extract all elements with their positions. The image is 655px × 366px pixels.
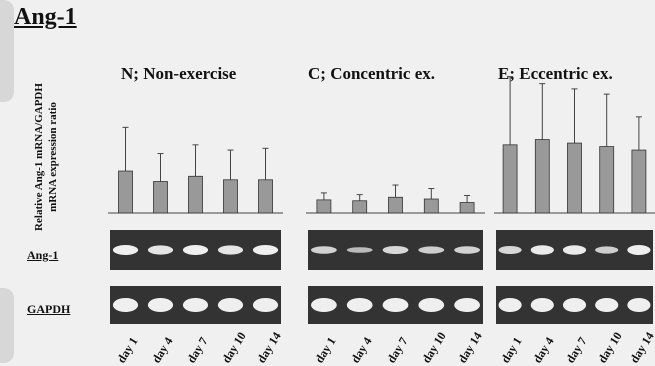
band-ang1-non-exercise-1 <box>112 245 139 255</box>
panel-title-non-exercise: N; Non-exercise <box>121 64 237 83</box>
bar-concentric-5 <box>459 202 475 214</box>
panel-title-concentric: C; Concentric ex. <box>308 64 435 83</box>
band-gapdh-eccentric-1 <box>498 298 522 312</box>
band-gapdh-non-exercise-3 <box>182 298 209 312</box>
band-gapdh-concentric-1 <box>311 298 337 312</box>
bar-eccentric-5 <box>631 149 647 214</box>
band-gapdh-non-exercise-1 <box>112 298 139 312</box>
row-label-gapdh: GAPDH <box>27 302 71 316</box>
row-label-ang1: Ang-1 <box>27 248 59 262</box>
bar-non-exercise-1 <box>118 170 133 214</box>
band-ang1-eccentric-1 <box>498 246 522 254</box>
band-gapdh-concentric-5 <box>454 298 480 312</box>
bar-non-exercise-2 <box>153 181 168 214</box>
bar-eccentric-1 <box>502 144 518 214</box>
bar-concentric-3 <box>388 196 403 214</box>
band-ang1-concentric-3 <box>382 246 409 254</box>
band-ang1-eccentric-5 <box>627 245 651 255</box>
bar-concentric-1 <box>316 199 332 214</box>
band-gapdh-concentric-2 <box>346 298 373 312</box>
band-ang1-non-exercise-3 <box>182 245 209 255</box>
bar-eccentric-2 <box>534 139 550 214</box>
band-ang1-eccentric-2 <box>530 245 554 255</box>
page-title: Ang-1 <box>14 4 77 30</box>
band-gapdh-eccentric-3 <box>562 298 587 312</box>
bar-non-exercise-3 <box>188 175 203 214</box>
band-ang1-concentric-5 <box>454 246 480 254</box>
band-gapdh-eccentric-2 <box>530 298 554 312</box>
band-ang1-concentric-2 <box>346 247 373 253</box>
bar-non-exercise-4 <box>223 179 238 214</box>
bar-concentric-2 <box>352 200 368 214</box>
band-gapdh-non-exercise-5 <box>252 298 279 312</box>
band-ang1-non-exercise-2 <box>147 245 174 255</box>
band-ang1-concentric-1 <box>311 246 337 254</box>
bar-non-exercise-5 <box>258 179 273 214</box>
bar-eccentric-4 <box>599 146 615 214</box>
left-edge-tab-bottom <box>0 288 14 363</box>
panel-title-eccentric: E; Eccentric ex. <box>498 64 613 83</box>
band-gapdh-non-exercise-4 <box>217 298 244 312</box>
bar-eccentric-3 <box>567 142 582 214</box>
band-ang1-non-exercise-4 <box>217 245 244 255</box>
band-ang1-eccentric-3 <box>562 245 587 255</box>
band-ang1-concentric-4 <box>418 246 445 254</box>
band-gapdh-non-exercise-2 <box>147 298 174 312</box>
band-gapdh-concentric-3 <box>382 298 409 312</box>
band-ang1-non-exercise-5 <box>252 245 279 255</box>
band-gapdh-eccentric-5 <box>627 298 651 312</box>
bar-concentric-4 <box>423 198 439 214</box>
band-gapdh-concentric-4 <box>418 298 445 312</box>
left-edge-tab-top <box>0 0 14 102</box>
band-gapdh-eccentric-4 <box>595 298 619 312</box>
band-ang1-eccentric-4 <box>595 246 619 254</box>
